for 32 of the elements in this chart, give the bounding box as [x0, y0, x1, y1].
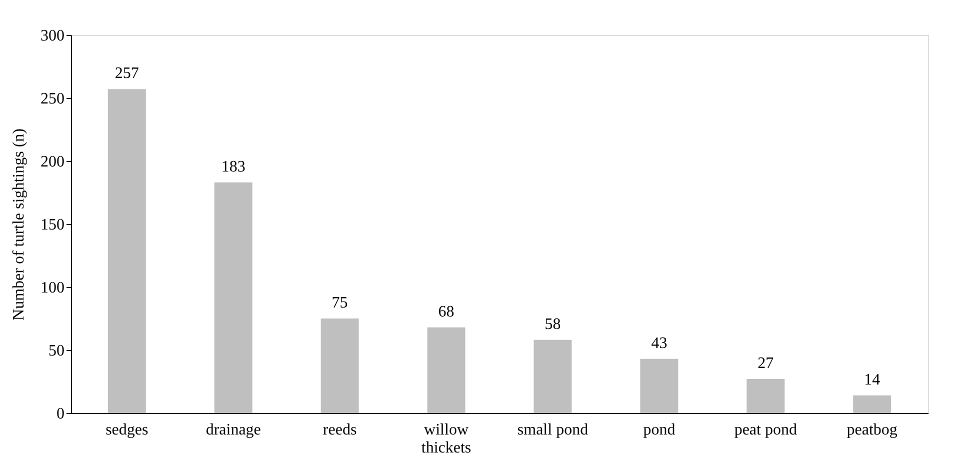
y-tick-label: 50	[48, 342, 64, 360]
y-tick-label: 200	[40, 154, 64, 170]
bar	[214, 182, 252, 413]
bar	[534, 340, 572, 413]
x-tick-label: small pond	[517, 422, 588, 438]
x-tick-label: drainage	[206, 422, 261, 438]
data-label: 75	[332, 294, 348, 312]
x-tick-label: peat pond	[734, 422, 797, 438]
x-tick-label: willow thickets	[421, 422, 472, 456]
data-label: 68	[438, 303, 454, 320]
y-tick-label: 250	[40, 90, 64, 108]
bar	[320, 318, 359, 413]
bar	[853, 395, 892, 413]
bar	[108, 89, 146, 413]
x-tick-label: reeds	[322, 422, 357, 438]
x-tick-label: peatbog	[846, 422, 898, 438]
x-tick-label: sedges	[106, 422, 148, 438]
data-label: 183	[221, 158, 246, 176]
data-label: 14	[864, 371, 880, 388]
x-tick-label: pond	[643, 422, 676, 438]
y-tick-label: 0	[56, 406, 64, 422]
data-label: 43	[651, 334, 668, 352]
data-label: 257	[114, 65, 139, 82]
data-label: 58	[544, 316, 561, 333]
y-tick-label: 300	[40, 28, 64, 44]
data-label: 27	[758, 354, 774, 372]
y-tick-label: 150	[40, 216, 64, 234]
bar	[746, 378, 785, 413]
y-tick-label: 100	[40, 280, 64, 296]
bar	[640, 358, 678, 413]
y-axis-title: Number of turtle sightings (n)	[10, 128, 28, 320]
bar	[427, 327, 466, 413]
